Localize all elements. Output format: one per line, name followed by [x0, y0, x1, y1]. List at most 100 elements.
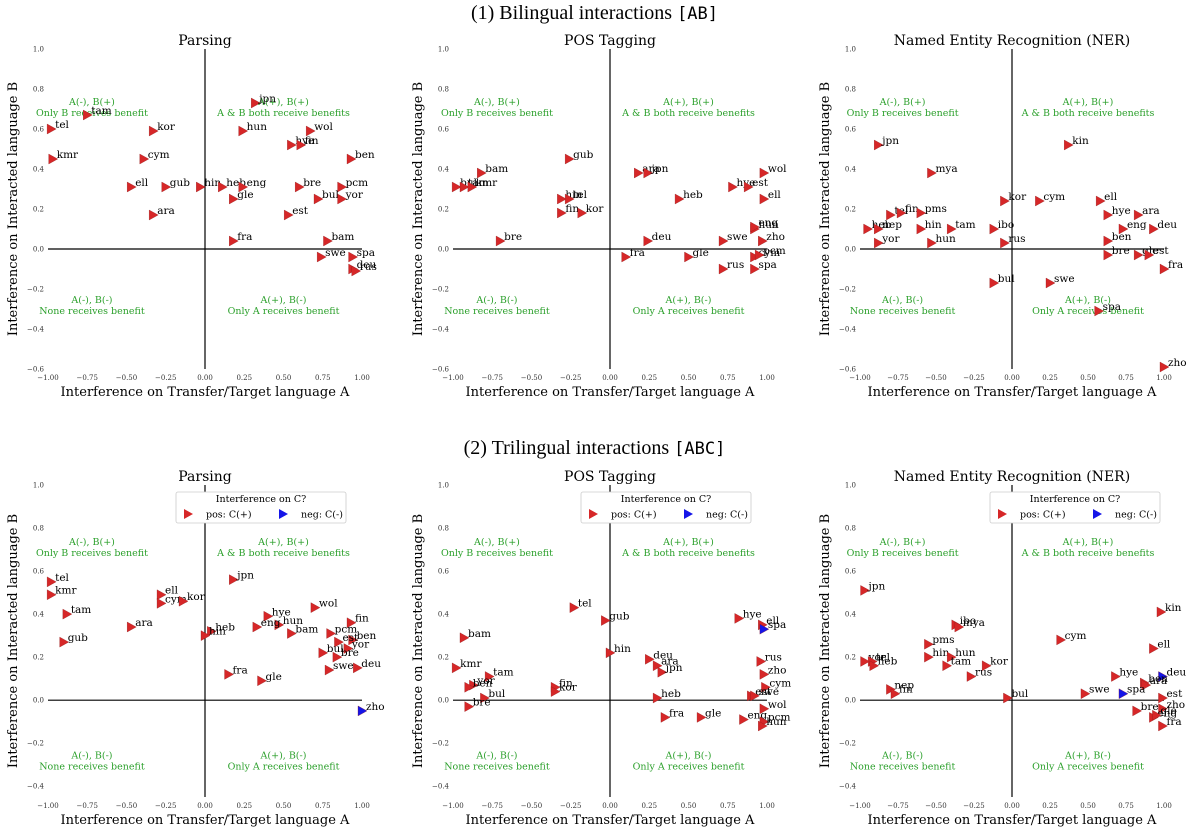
point-label-pcm: pcm [335, 623, 358, 635]
point-label-fin: fin [305, 135, 319, 147]
point-label-swe: swe [325, 247, 346, 259]
point-marker-bre [1103, 249, 1114, 261]
point-label-fra: fra [669, 707, 684, 719]
point-label-hye: hye [743, 608, 762, 620]
point-marker-rus [351, 265, 362, 277]
quadrant-label-bottom-right: Only A receives benefit [1032, 761, 1144, 772]
point-label-pms: pms [932, 634, 954, 646]
point-marker-deu [1158, 671, 1168, 682]
quadrant-label-top-right: A(+), B(+) [662, 97, 714, 108]
point-marker-hun [947, 651, 957, 663]
point-label-deu: deu [652, 231, 672, 243]
point-label-cym: cym [1043, 191, 1065, 203]
x-tick-label: 1.00 [759, 802, 775, 810]
point-marker-gub [565, 153, 575, 165]
point-label-spa: spa [357, 247, 375, 259]
point-marker-bre [464, 701, 475, 712]
point-marker-fra [229, 235, 239, 247]
y-tick-label: 0.2 [33, 654, 44, 662]
point-marker-gle [229, 193, 239, 205]
quadrant-label-top-left: A(-), B(+) [473, 537, 520, 548]
point-marker-ara [1141, 679, 1152, 691]
point-label-yor: yor [351, 639, 370, 651]
y-tick-label: 0.4 [845, 166, 857, 174]
y-tick-label: 0.2 [438, 654, 449, 662]
point-label-swe: swe [758, 686, 779, 698]
x-tick-label: 0.50 [276, 802, 292, 810]
point-marker-heb [207, 626, 217, 637]
point-marker-est [1158, 692, 1168, 704]
quadrant-label-top-right: A(+), B(+) [1062, 537, 1114, 548]
point-label-mya: mya [963, 617, 985, 629]
point-marker-bre [332, 651, 343, 663]
point-marker-heb [869, 660, 879, 671]
y-tick-label: 0.0 [33, 246, 44, 254]
point-label-jpn: jpn [880, 135, 899, 147]
point-marker-bul [318, 647, 329, 659]
point-marker-bul [313, 193, 324, 205]
point-label-wol: wol [314, 121, 333, 133]
quadrant-label-top-left: A(-), B(+) [473, 97, 520, 108]
y-tick-label: −0.4 [839, 783, 857, 791]
point-marker-yor [860, 656, 870, 667]
x-tick-label: −0.75 [77, 802, 98, 810]
point-marker-hin [605, 647, 616, 659]
point-marker-wol [759, 167, 770, 179]
point-label-tam: tam [955, 219, 975, 231]
point-marker-swe [718, 235, 729, 247]
chart-title: Parsing [178, 469, 232, 485]
point-marker-mya [954, 621, 965, 633]
y-axis-label: Interference on Interacted language B [818, 82, 833, 336]
y-tick-label: 1.0 [438, 482, 449, 490]
point-marker-eng [750, 221, 760, 233]
point-marker-hin [200, 630, 211, 641]
x-tick-label: 0.25 [1042, 802, 1058, 810]
x-tick-label: −0.50 [925, 802, 946, 810]
point-label-bre: bre [473, 697, 491, 709]
point-marker-est [284, 209, 294, 221]
point-label-hun: hun [758, 219, 779, 231]
point-label-yor: yor [345, 189, 364, 201]
point-marker-pcm [326, 628, 336, 639]
quadrant-label-bottom-right: Only A receives benefit [633, 306, 745, 317]
point-label-ara: ara [135, 617, 153, 629]
y-tick-label: 0.4 [845, 611, 857, 619]
point-marker-eng [1118, 223, 1129, 235]
point-label-hye: hye [1112, 205, 1131, 217]
point-label-bul: bul [322, 189, 339, 201]
point-marker-kor [1000, 195, 1010, 207]
point-marker-kmr [467, 181, 478, 193]
point-label-deu: deu [1166, 667, 1186, 679]
point-label-fra: fra [630, 247, 645, 259]
quadrant-label-bottom-right: A(+), B(-) [1064, 295, 1111, 306]
point-marker-pms [924, 638, 934, 650]
x-axis-label: Interference on Transfer/Target language… [466, 813, 756, 828]
point-marker-rus [966, 671, 977, 682]
quadrant-label-top-right: A(+), B(+) [662, 537, 714, 548]
x-tick-label: 1.00 [354, 802, 370, 810]
point-label-bre: bre [1112, 245, 1130, 257]
y-tick-label: 1.0 [845, 46, 856, 54]
point-label-kin: kin [1165, 602, 1182, 614]
quadrant-label-bottom-right: Only A receives benefit [228, 761, 340, 772]
point-label-gle: gle [1160, 705, 1176, 717]
row-title-tag: [ABC] [674, 439, 726, 459]
y-tick-label: 0.2 [845, 206, 856, 214]
point-label-fin: fin [565, 203, 579, 215]
point-label-pcm: pcm [763, 245, 786, 257]
point-marker-bre [495, 235, 506, 247]
x-tick-label: 0.25 [1042, 374, 1058, 382]
point-marker-gub [601, 615, 611, 626]
point-marker-tam [62, 608, 73, 620]
point-label-rus: rus [360, 261, 377, 273]
x-tick-label: 0.50 [681, 802, 697, 810]
point-label-gle: gle [266, 671, 282, 683]
point-label-est: est [1153, 245, 1170, 257]
quadrant-label-bottom-right: Only A receives benefit [228, 306, 340, 317]
point-marker-hin [196, 181, 206, 193]
x-tick-label: 0.00 [602, 802, 618, 810]
y-tick-label: 0.2 [438, 206, 449, 214]
ner-bilingual-scatter: Named Entity Recognition (NER) −1.00 −0.75… [818, 33, 1187, 400]
point-marker-ell [127, 181, 137, 193]
point-label-cym: cym [769, 677, 791, 689]
